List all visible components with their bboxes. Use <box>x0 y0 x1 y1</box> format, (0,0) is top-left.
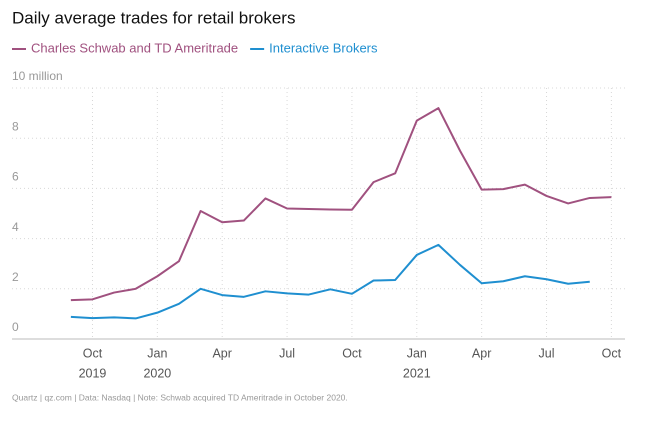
series-line <box>70 107 612 302</box>
x-tick-label: Jul <box>279 346 295 360</box>
x-tick-label: Apr <box>212 346 231 360</box>
y-tick-label: 4 <box>12 220 19 234</box>
x-tick-year: 2021 <box>403 366 431 380</box>
x-tick-label: Apr <box>472 346 491 360</box>
x-tick-label: Oct <box>342 346 362 360</box>
chart-title: Daily average trades for retail brokers <box>12 8 295 27</box>
x-tick-label: Jul <box>539 346 555 360</box>
y-tick-label: 8 <box>12 119 19 133</box>
y-tick-label: 0 <box>12 320 19 334</box>
legend-label: Interactive Brokers <box>269 40 378 55</box>
x-tick-label: Jan <box>407 346 427 360</box>
x-tick-year: 2020 <box>143 366 171 380</box>
legend-label: Charles Schwab and TD Ameritrade <box>31 40 238 55</box>
y-tick-label: 10 million <box>12 69 63 83</box>
x-tick-year: 2019 <box>79 366 107 380</box>
series-line <box>70 243 590 320</box>
y-tick-label: 2 <box>12 270 19 284</box>
y-tick-label: 6 <box>12 170 19 184</box>
source-note: Quartz | qz.com | Data: Nasdaq | Note: S… <box>12 392 348 402</box>
x-tick-label: Oct <box>83 346 103 360</box>
x-tick-label: Oct <box>602 346 622 360</box>
x-tick-label: Jan <box>147 346 167 360</box>
